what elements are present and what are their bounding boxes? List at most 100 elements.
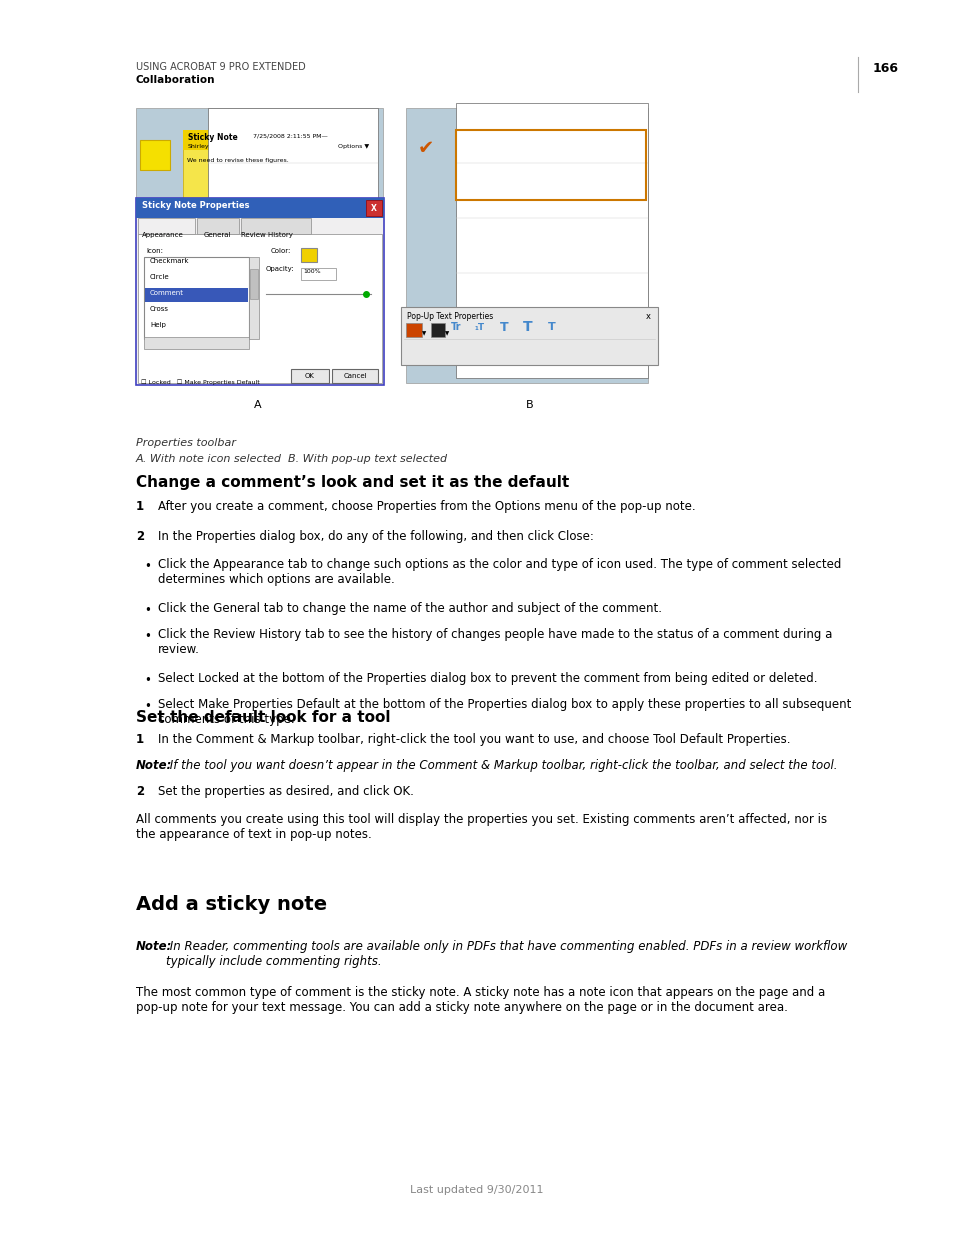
Bar bbox=[406, 107, 647, 383]
Text: Cross: Cross bbox=[150, 306, 169, 312]
Text: Icon:: Icon: bbox=[146, 248, 163, 254]
Bar bbox=[431, 324, 444, 337]
Text: Select Locked at the bottom of the Properties dialog box to prevent the comment : Select Locked at the bottom of the Prope… bbox=[158, 672, 817, 685]
Text: Pop-Up Text Properties: Pop-Up Text Properties bbox=[407, 312, 493, 321]
Bar bbox=[136, 107, 382, 383]
Text: Note:: Note: bbox=[136, 940, 172, 953]
Text: USING ACROBAT 9 PRO EXTENDED: USING ACROBAT 9 PRO EXTENDED bbox=[136, 62, 305, 72]
Text: Color:: Color: bbox=[271, 248, 291, 254]
Bar bbox=[138, 219, 194, 233]
Text: Click the Appearance tab to change such options as the color and type of icon us: Click the Appearance tab to change such … bbox=[158, 558, 841, 585]
Text: Set the properties as desired, and click OK.: Set the properties as desired, and click… bbox=[158, 785, 414, 798]
Text: Select Make Properties Default at the bottom of the Properties dialog box to app: Select Make Properties Default at the bo… bbox=[158, 698, 850, 726]
Text: 7/25/2008 2:11:55 PM—: 7/25/2008 2:11:55 PM— bbox=[253, 133, 328, 138]
Bar bbox=[456, 151, 645, 165]
Bar bbox=[145, 288, 248, 303]
Text: ☐ Locked   ☐ Make Properties Default: ☐ Locked ☐ Make Properties Default bbox=[141, 379, 259, 384]
Bar bbox=[301, 268, 335, 280]
Bar bbox=[183, 130, 373, 200]
Text: Properties toolbar: Properties toolbar bbox=[136, 438, 235, 448]
Text: Checkmark: Checkmark bbox=[150, 258, 190, 264]
Bar bbox=[400, 308, 658, 366]
Text: ₁T: ₁T bbox=[475, 322, 484, 331]
Bar bbox=[456, 130, 645, 200]
Text: The most common type of comment is the sticky note. A sticky note has a note ico: The most common type of comment is the s… bbox=[136, 986, 824, 1014]
Text: 100%: 100% bbox=[303, 269, 320, 274]
Text: Opacity:: Opacity: bbox=[266, 266, 294, 272]
Text: If the tool you want doesn’t appear in the Comment & Markup toolbar, right-click: If the tool you want doesn’t appear in t… bbox=[166, 760, 837, 772]
Text: Sticky Note: Sticky Note bbox=[188, 133, 237, 142]
Text: In the Comment & Markup toolbar, right-click the tool you want to use, and choos: In the Comment & Markup toolbar, right-c… bbox=[158, 734, 790, 746]
Text: In the Properties dialog box, do any of the following, and then click Close:: In the Properties dialog box, do any of … bbox=[158, 530, 594, 543]
Text: 166: 166 bbox=[872, 62, 898, 75]
Bar bbox=[196, 219, 239, 233]
Text: Tr: Tr bbox=[450, 322, 460, 332]
Text: ✔: ✔ bbox=[417, 138, 434, 158]
Text: x: x bbox=[645, 312, 650, 321]
Text: A. With note icon selected  B. With pop-up text selected: A. With note icon selected B. With pop-u… bbox=[136, 454, 448, 464]
Bar bbox=[144, 337, 249, 350]
Bar bbox=[250, 269, 257, 299]
Text: Shirley: Shirley bbox=[188, 144, 210, 149]
Bar bbox=[456, 130, 645, 200]
Text: In Reader, commenting tools are available only in PDFs that have commenting enab: In Reader, commenting tools are availabl… bbox=[166, 940, 846, 968]
Text: •: • bbox=[144, 559, 151, 573]
Text: T: T bbox=[499, 321, 508, 333]
Bar bbox=[136, 198, 384, 385]
Text: Comment: Comment bbox=[150, 290, 184, 296]
Text: Note:: Note: bbox=[136, 760, 172, 772]
Bar bbox=[144, 257, 249, 338]
Bar bbox=[241, 219, 311, 233]
Text: Collaboration: Collaboration bbox=[136, 75, 215, 85]
Bar bbox=[332, 369, 377, 383]
Text: After you create a comment, choose Properties from the Options menu of the pop-u: After you create a comment, choose Prope… bbox=[158, 500, 695, 513]
Text: 7/25/2006 2:04:45 PM—: 7/25/2006 2:04:45 PM— bbox=[525, 133, 600, 138]
Text: We need to revise these figures.: We need to revise these figures. bbox=[459, 153, 561, 158]
Text: Change a comment’s look and set it as the default: Change a comment’s look and set it as th… bbox=[136, 475, 569, 490]
Bar bbox=[291, 369, 329, 383]
Text: Circle: Circle bbox=[150, 274, 170, 280]
Text: All comments you create using this tool will display the properties you set. Exi: All comments you create using this tool … bbox=[136, 813, 826, 841]
Text: •: • bbox=[144, 604, 151, 618]
Text: Shirley: Shirley bbox=[460, 144, 482, 149]
Text: T: T bbox=[522, 320, 533, 333]
Text: Click the Review History tab to see the history of changes people have made to t: Click the Review History tab to see the … bbox=[158, 629, 832, 656]
Text: Set the default look for a tool: Set the default look for a tool bbox=[136, 710, 390, 725]
Bar bbox=[138, 233, 381, 383]
Text: X: X bbox=[371, 204, 376, 212]
Text: Sticky Note: Sticky Note bbox=[460, 133, 510, 142]
Bar bbox=[366, 200, 381, 216]
Text: Last updated 9/30/2011: Last updated 9/30/2011 bbox=[410, 1186, 543, 1195]
Text: Click the General tab to change the name of the author and subject of the commen: Click the General tab to change the name… bbox=[158, 601, 661, 615]
Bar bbox=[456, 103, 647, 378]
Text: Cancel: Cancel bbox=[343, 373, 366, 379]
Text: Review History: Review History bbox=[241, 232, 293, 238]
Text: 2: 2 bbox=[136, 530, 144, 543]
Bar bbox=[140, 140, 170, 170]
Text: T: T bbox=[548, 322, 556, 332]
Text: •: • bbox=[144, 630, 151, 643]
Text: •: • bbox=[144, 674, 151, 687]
Bar bbox=[136, 198, 384, 219]
Text: Appearance: Appearance bbox=[142, 232, 184, 238]
Text: Sticky Note Properties: Sticky Note Properties bbox=[142, 201, 250, 210]
Bar bbox=[406, 324, 421, 337]
Text: B: B bbox=[526, 400, 534, 410]
Bar bbox=[301, 248, 316, 262]
Bar bbox=[208, 107, 377, 378]
Text: Options ▼: Options ▼ bbox=[337, 144, 369, 149]
Text: ▼: ▼ bbox=[421, 331, 426, 336]
Text: 1: 1 bbox=[136, 734, 144, 746]
Text: A: A bbox=[253, 400, 261, 410]
Text: OK: OK bbox=[305, 373, 314, 379]
Bar bbox=[183, 130, 373, 149]
Text: Options ▼: Options ▼ bbox=[605, 144, 637, 149]
Text: ▼: ▼ bbox=[444, 331, 449, 336]
Text: •: • bbox=[144, 700, 151, 713]
Text: 2: 2 bbox=[136, 785, 144, 798]
Text: We need to revise these figures.: We need to revise these figures. bbox=[187, 158, 289, 163]
Text: Add a sticky note: Add a sticky note bbox=[136, 895, 327, 914]
Bar bbox=[456, 130, 645, 149]
Text: 1: 1 bbox=[136, 500, 144, 513]
Text: General: General bbox=[204, 232, 232, 238]
